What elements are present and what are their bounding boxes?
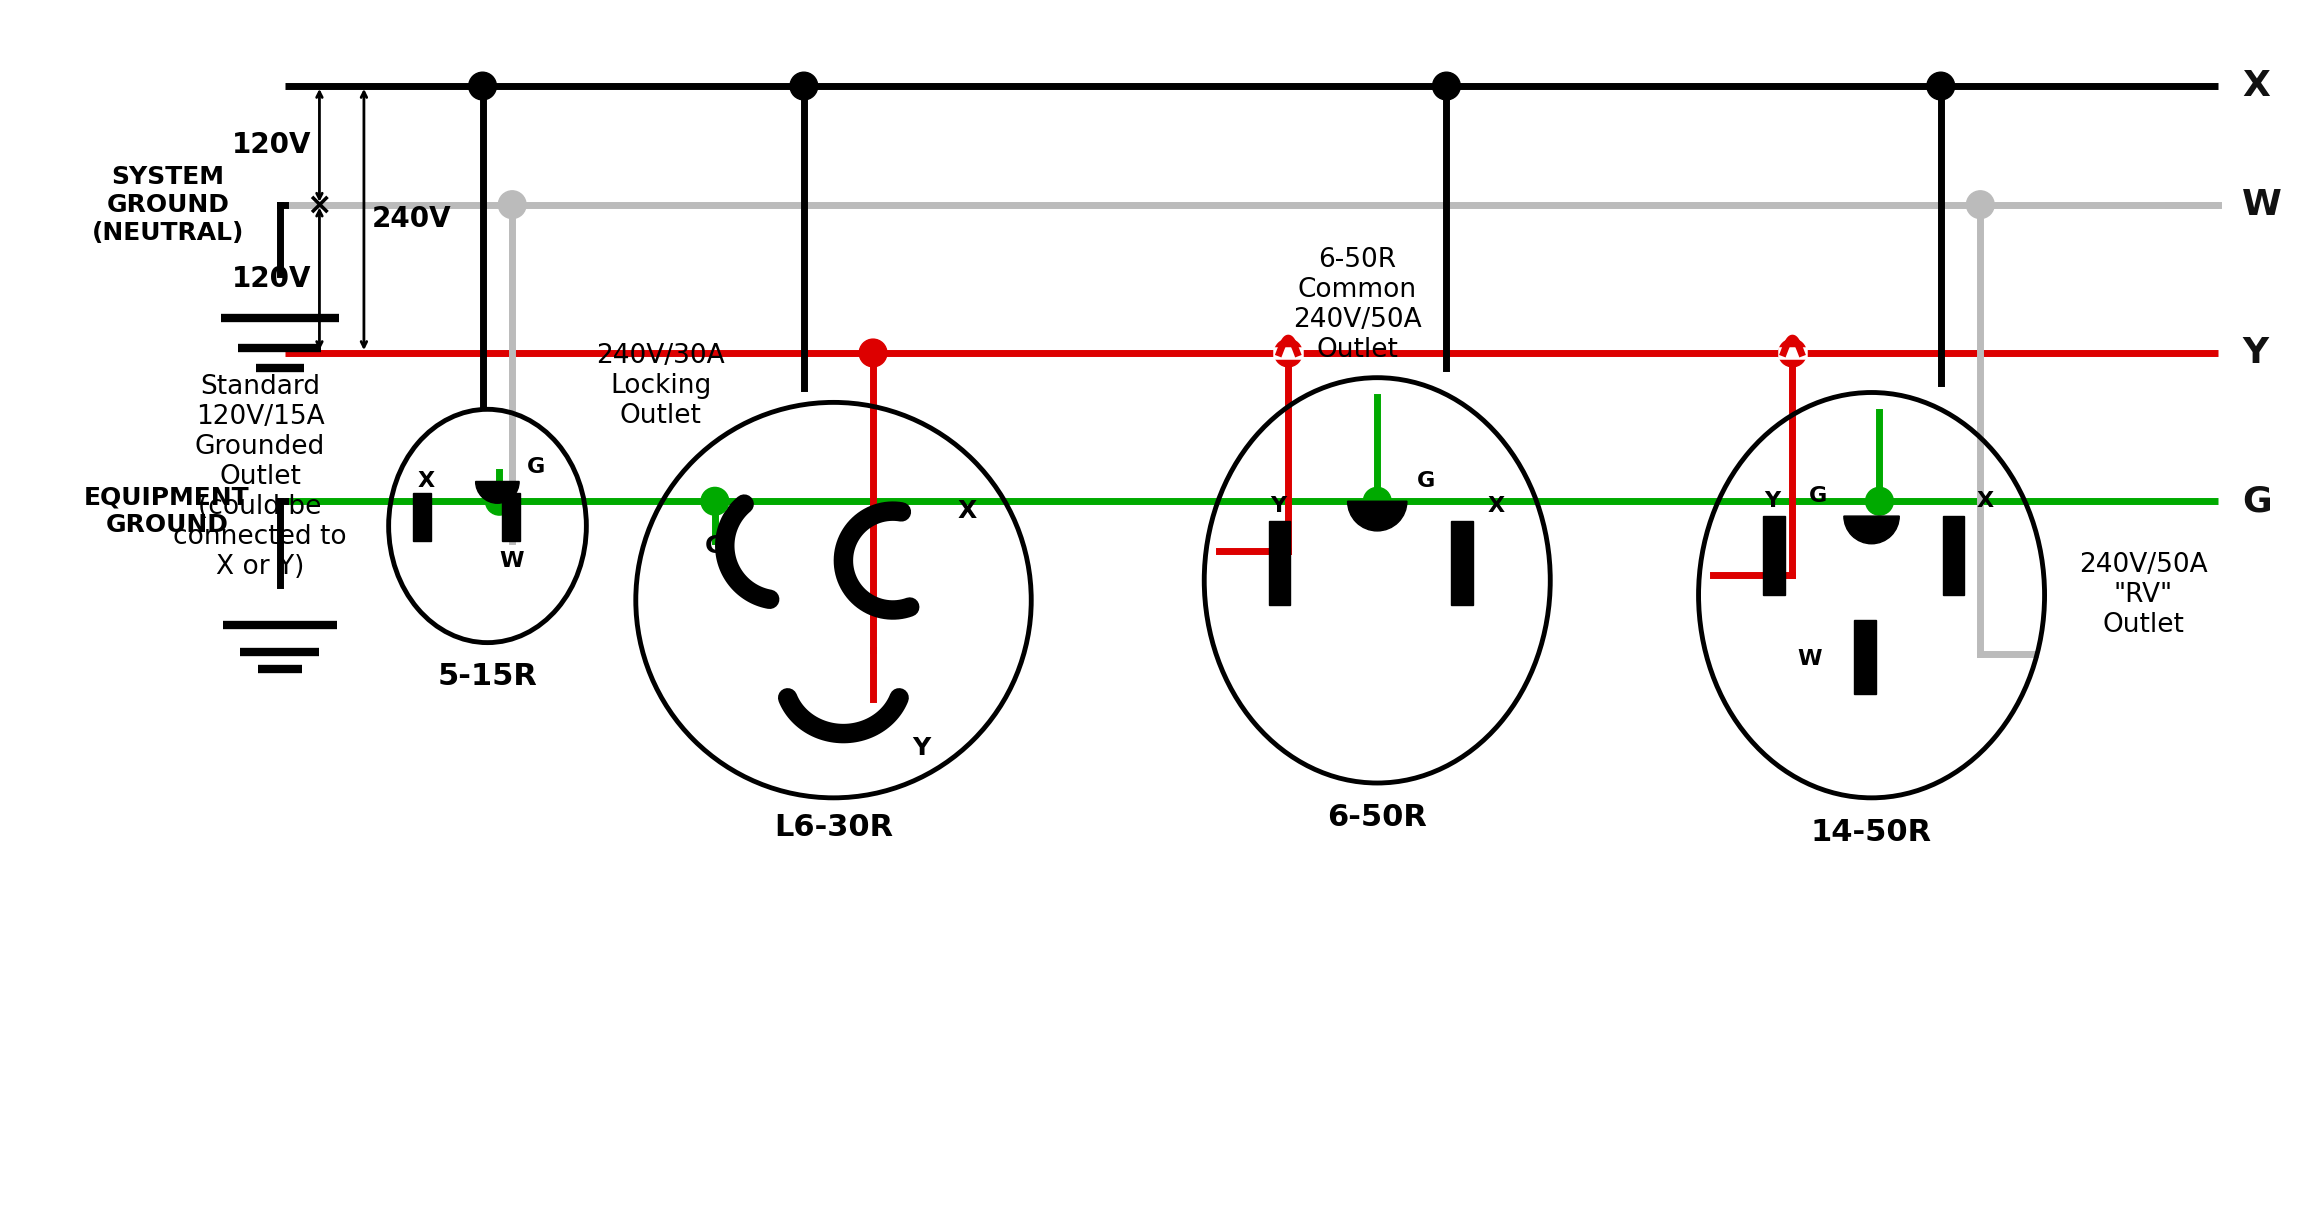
Circle shape <box>791 72 818 100</box>
Text: X: X <box>956 499 977 523</box>
Text: G: G <box>2242 484 2271 518</box>
Bar <box>414 493 432 540</box>
Text: W: W <box>499 550 524 571</box>
Circle shape <box>1432 72 1460 100</box>
Circle shape <box>1779 339 1807 367</box>
Bar <box>1269 521 1290 605</box>
Circle shape <box>1363 488 1391 515</box>
Text: X: X <box>1977 492 1993 511</box>
Wedge shape <box>1347 501 1407 531</box>
Bar <box>1451 521 1474 605</box>
Circle shape <box>1927 72 1954 100</box>
Text: G: G <box>1416 471 1435 492</box>
Circle shape <box>1966 190 1993 218</box>
Wedge shape <box>476 482 520 503</box>
Circle shape <box>499 190 526 218</box>
Text: 5-15R: 5-15R <box>437 662 538 692</box>
Wedge shape <box>1844 516 1899 544</box>
Text: Y: Y <box>2242 336 2269 370</box>
Text: W: W <box>2242 188 2283 222</box>
Text: 6-50R
Common
240V/50A
Outlet: 6-50R Common 240V/50A Outlet <box>1292 246 1421 362</box>
Circle shape <box>469 72 497 100</box>
Text: G: G <box>706 533 726 558</box>
Circle shape <box>1274 339 1301 367</box>
Text: 240V/50A
"RV"
Outlet: 240V/50A "RV" Outlet <box>2078 553 2207 638</box>
Bar <box>1763 516 1784 595</box>
Text: L6-30R: L6-30R <box>775 813 892 842</box>
Text: Y: Y <box>1271 497 1287 516</box>
Text: 6-50R: 6-50R <box>1327 803 1428 832</box>
Text: X: X <box>418 471 435 492</box>
Text: G: G <box>526 456 545 477</box>
Circle shape <box>1864 488 1894 515</box>
Text: 240V: 240V <box>372 205 451 233</box>
Text: 240V/30A
Locking
Outlet: 240V/30A Locking Outlet <box>595 343 724 429</box>
Bar <box>501 493 520 540</box>
Text: ×: × <box>306 190 331 220</box>
Text: W: W <box>1798 649 1823 670</box>
Circle shape <box>485 488 513 515</box>
Text: 120V: 120V <box>232 132 313 160</box>
Text: X: X <box>1487 497 1504 516</box>
Text: SYSTEM
GROUND
(NEUTRAL): SYSTEM GROUND (NEUTRAL) <box>92 165 244 245</box>
Text: Standard
120V/15A
Grounded
Outlet
(could be
connected to
X or Y): Standard 120V/15A Grounded Outlet (could… <box>172 373 347 580</box>
Text: 14-50R: 14-50R <box>1812 817 1931 847</box>
Bar <box>1943 516 1963 595</box>
Text: G: G <box>1809 487 1828 506</box>
Circle shape <box>701 488 729 515</box>
Text: X: X <box>2242 70 2269 102</box>
Circle shape <box>860 339 887 367</box>
Text: Y: Y <box>1766 492 1782 511</box>
Text: Y: Y <box>913 737 931 760</box>
Text: 120V: 120V <box>232 265 313 293</box>
Bar <box>1853 620 1876 694</box>
Text: EQUIPMENT
GROUND: EQUIPMENT GROUND <box>85 486 251 537</box>
